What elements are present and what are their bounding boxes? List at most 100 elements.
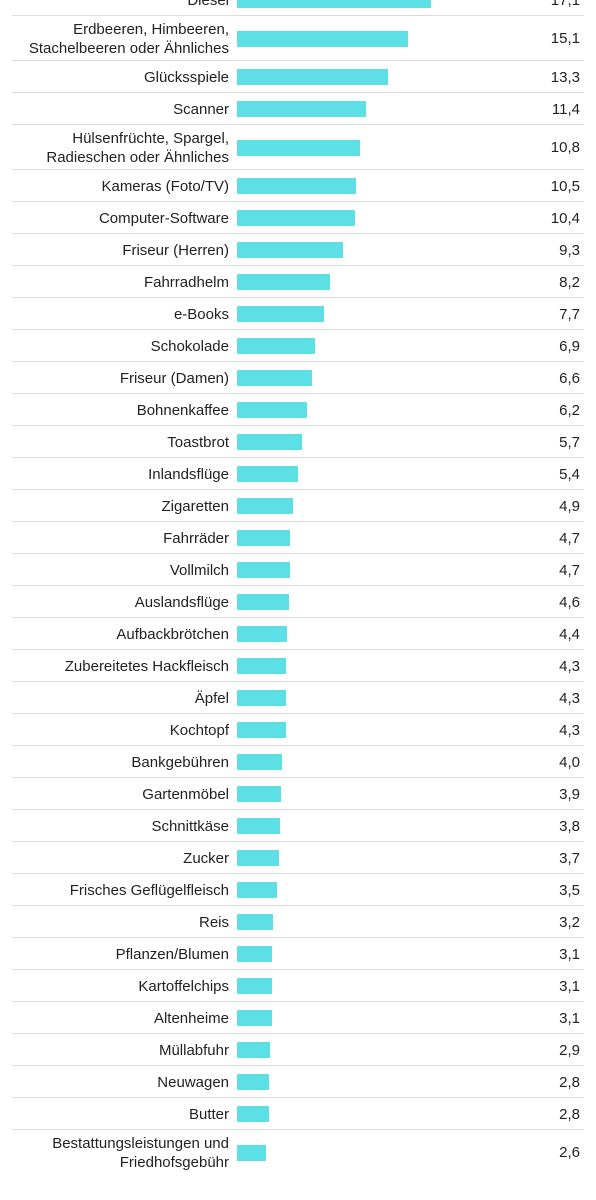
bar bbox=[237, 274, 330, 290]
bar bbox=[237, 1074, 269, 1090]
bar bbox=[237, 178, 356, 194]
value-label: 2,9 bbox=[559, 1042, 580, 1059]
category-label: Scanner bbox=[173, 101, 229, 118]
value-label: 10,8 bbox=[550, 139, 580, 156]
value-label: 6,9 bbox=[559, 338, 580, 355]
bar-row: Reis 3,2 bbox=[0, 906, 596, 938]
bar bbox=[237, 402, 307, 418]
value-label: 3,8 bbox=[559, 818, 580, 835]
bar bbox=[237, 850, 279, 866]
row-divider bbox=[12, 1033, 584, 1034]
row-divider bbox=[12, 681, 584, 682]
row-divider bbox=[12, 521, 584, 522]
row-divider bbox=[12, 1065, 584, 1066]
bar-row: Aufbackbrötchen 4,4 bbox=[0, 618, 596, 650]
bar-row: Computer-Software 10,4 bbox=[0, 202, 596, 234]
bar-row: Friseur (Herren) 9,3 bbox=[0, 234, 596, 266]
row-divider bbox=[12, 393, 584, 394]
category-label: Toastbrot bbox=[167, 434, 229, 451]
category-label: Zubereitetes Hackfleisch bbox=[64, 658, 229, 675]
bar-row: e-Books 7,7 bbox=[0, 298, 596, 330]
bar bbox=[237, 690, 286, 706]
bar bbox=[237, 466, 298, 482]
value-label: 2,6 bbox=[559, 1144, 580, 1161]
category-label: Kameras (Foto/TV) bbox=[101, 178, 229, 195]
bar-row: Erdbeeren, Himbeeren, Stachelbeeren oder… bbox=[0, 16, 596, 61]
bar-row: Pflanzen/Blumen 3,1 bbox=[0, 938, 596, 970]
bar-row: Kochtopf 4,3 bbox=[0, 714, 596, 746]
value-label: 2,8 bbox=[559, 1106, 580, 1123]
value-label: 4,3 bbox=[559, 658, 580, 675]
category-label: e-Books bbox=[173, 306, 229, 323]
row-divider bbox=[12, 905, 584, 906]
value-label: 3,1 bbox=[559, 1010, 580, 1027]
bar bbox=[237, 1010, 272, 1026]
row-divider bbox=[12, 841, 584, 842]
bar bbox=[237, 530, 290, 546]
row-divider bbox=[12, 297, 584, 298]
category-label: Diesel bbox=[187, 0, 229, 9]
bar bbox=[237, 69, 388, 85]
bar-row: Toastbrot 5,7 bbox=[0, 426, 596, 458]
bar-row: Glücksspiele 13,3 bbox=[0, 61, 596, 93]
bar bbox=[237, 562, 290, 578]
value-label: 4,6 bbox=[559, 594, 580, 611]
bar bbox=[237, 1106, 269, 1122]
bar-row: Frisches Geflügelfleisch 3,5 bbox=[0, 874, 596, 906]
row-divider bbox=[12, 617, 584, 618]
row-divider bbox=[12, 425, 584, 426]
bar-row: Schnittkäse 3,8 bbox=[0, 810, 596, 842]
value-label: 13,3 bbox=[550, 69, 580, 86]
category-label: Gartenmöbel bbox=[142, 786, 229, 803]
row-divider bbox=[12, 1129, 584, 1130]
value-label: 17,1 bbox=[550, 0, 580, 9]
row-divider bbox=[12, 777, 584, 778]
bar-row: Müllabfuhr 2,9 bbox=[0, 1034, 596, 1066]
row-divider bbox=[12, 937, 584, 938]
row-divider bbox=[12, 713, 584, 714]
bar-row: Diesel 17,1 bbox=[0, 0, 596, 16]
bar-row: Zucker 3,7 bbox=[0, 842, 596, 874]
category-label: Glücksspiele bbox=[143, 69, 229, 86]
bar-row: Hülsenfrüchte, Spargel, Radieschen oder … bbox=[0, 125, 596, 170]
category-label: Bankgebühren bbox=[131, 754, 229, 771]
row-divider bbox=[12, 329, 584, 330]
bar bbox=[237, 594, 289, 610]
bar-row: Butter 2,8 bbox=[0, 1098, 596, 1130]
bar bbox=[237, 818, 280, 834]
category-label: Schnittkäse bbox=[151, 818, 229, 835]
category-label: Bohnenkaffee bbox=[136, 402, 229, 419]
bar-row: Fahrräder 4,7 bbox=[0, 522, 596, 554]
value-label: 4,4 bbox=[559, 626, 580, 643]
category-label: Aufbackbrötchen bbox=[116, 626, 229, 643]
value-label: 6,2 bbox=[559, 402, 580, 419]
value-label: 4,3 bbox=[559, 722, 580, 739]
row-divider bbox=[12, 92, 584, 93]
bar bbox=[237, 101, 366, 117]
row-divider bbox=[12, 60, 584, 61]
bar-row: Neuwagen 2,8 bbox=[0, 1066, 596, 1098]
category-label: Erdbeeren, Himbeeren, Stachelbeeren oder… bbox=[28, 21, 229, 57]
bar bbox=[237, 434, 302, 450]
value-label: 4,7 bbox=[559, 562, 580, 579]
category-label: Altenheime bbox=[153, 1010, 229, 1027]
row-divider bbox=[12, 169, 584, 170]
bar-row: Fahrradhelm 8,2 bbox=[0, 266, 596, 298]
bar-row: Äpfel 4,3 bbox=[0, 682, 596, 714]
row-divider bbox=[12, 457, 584, 458]
bar-row: Gartenmöbel 3,9 bbox=[0, 778, 596, 810]
row-divider bbox=[12, 124, 584, 125]
bar bbox=[237, 754, 282, 770]
bar-row: Bankgebühren 4,0 bbox=[0, 746, 596, 778]
row-divider bbox=[12, 585, 584, 586]
value-label: 10,5 bbox=[550, 178, 580, 195]
value-label: 3,5 bbox=[559, 882, 580, 899]
category-label: Frisches Geflügelfleisch bbox=[69, 882, 229, 899]
bar-row: Scanner 11,4 bbox=[0, 93, 596, 125]
bar-row: Bohnenkaffee 6,2 bbox=[0, 394, 596, 426]
bar-row: Bestattungsleistungen und Friedhofsgebüh… bbox=[0, 1130, 596, 1175]
category-label: Schokolade bbox=[150, 338, 229, 355]
bar bbox=[237, 306, 324, 322]
bar-row: Altenheime 3,1 bbox=[0, 1002, 596, 1034]
